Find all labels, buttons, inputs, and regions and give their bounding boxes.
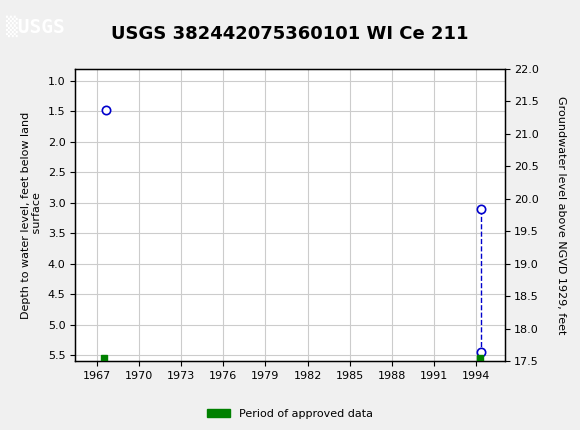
- Y-axis label: Depth to water level, feet below land
 surface: Depth to water level, feet below land su…: [21, 111, 42, 319]
- Legend: Period of approved data: Period of approved data: [203, 405, 377, 424]
- Text: ▒USGS: ▒USGS: [6, 15, 64, 37]
- Text: USGS 382442075360101 WI Ce 211: USGS 382442075360101 WI Ce 211: [111, 25, 469, 43]
- Y-axis label: Groundwater level above NGVD 1929, feet: Groundwater level above NGVD 1929, feet: [556, 96, 566, 334]
